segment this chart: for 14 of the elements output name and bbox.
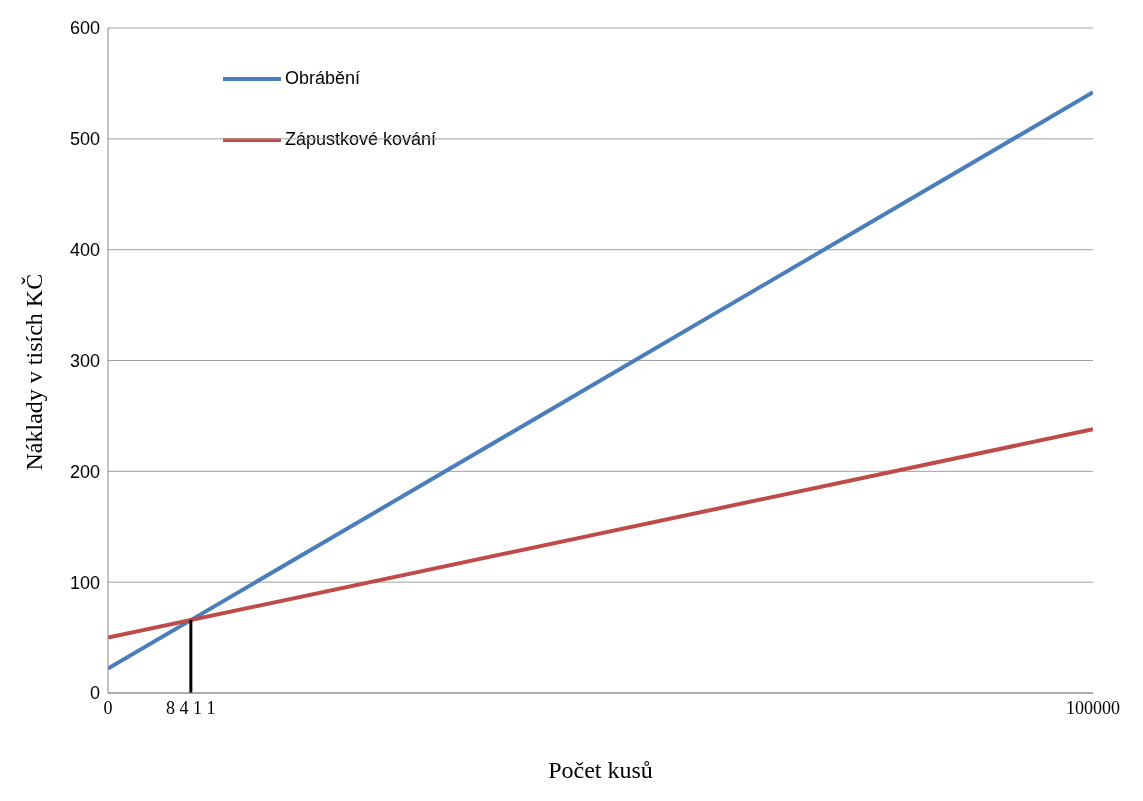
y-axis-title: Náklady v tisích KČ	[20, 273, 47, 471]
legend-label: Zápustkové kování	[285, 129, 437, 150]
legend-label: Obrábění	[285, 68, 361, 89]
y-tick-label: 0	[89, 683, 100, 704]
x-tick-label: 8 4 1 1	[166, 697, 216, 718]
y-tick-label: 600	[69, 18, 100, 39]
x-tick-label: 0	[103, 697, 113, 718]
x-axis-title: Počet kusů	[548, 757, 653, 783]
y-tick-label: 100	[69, 572, 100, 593]
y-tick-label: 300	[69, 350, 100, 371]
y-tick-label: 200	[69, 461, 100, 482]
x-tick-label: 100000	[1066, 697, 1120, 718]
y-tick-label: 400	[69, 240, 100, 261]
y-tick-label: 500	[69, 129, 100, 150]
